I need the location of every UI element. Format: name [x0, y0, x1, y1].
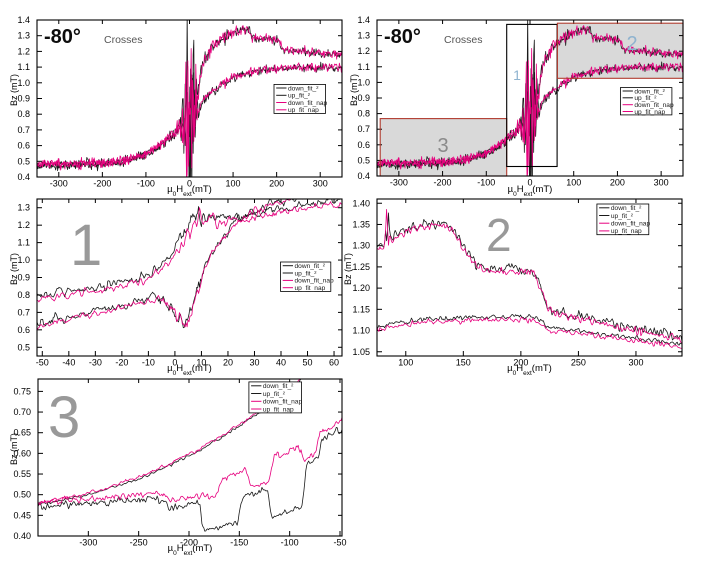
svg-text:0.9: 0.9 [17, 273, 30, 283]
svg-text:1.05: 1.05 [352, 347, 370, 357]
svg-text:0.55: 0.55 [13, 469, 31, 479]
svg-text:down_fit_²: down_fit_² [263, 383, 294, 390]
svg-text:1.4: 1.4 [17, 15, 30, 25]
svg-text:up_fit_nap: up_fit_nap [611, 228, 642, 235]
svg-text:3: 3 [48, 385, 80, 450]
svg-text:1: 1 [70, 213, 102, 278]
svg-text:0.7: 0.7 [357, 124, 370, 134]
svg-text:down_fit_nap: down_fit_nap [263, 399, 303, 406]
svg-text:0.8: 0.8 [17, 290, 30, 300]
svg-text:0.4: 0.4 [357, 171, 370, 181]
svg-text:down_fit_²: down_fit_² [295, 263, 326, 270]
svg-text:1.0: 1.0 [17, 255, 30, 265]
svg-text:0.9: 0.9 [17, 94, 30, 104]
svg-text:0.45: 0.45 [13, 510, 31, 520]
svg-text:down_fit_nap: down_fit_nap [295, 278, 335, 285]
svg-text:1.30: 1.30 [352, 241, 370, 251]
svg-text:up_fit_nap: up_fit_nap [634, 109, 665, 116]
svg-text:1.2: 1.2 [357, 46, 370, 56]
svg-text:down_fit_²: down_fit_² [288, 85, 319, 92]
svg-text:2: 2 [486, 209, 512, 261]
svg-text:0.5: 0.5 [17, 156, 30, 166]
svg-text:1.1: 1.1 [17, 62, 30, 72]
svg-text:Crosses: Crosses [444, 34, 483, 46]
svg-text:up_fit_nap: up_fit_nap [263, 406, 294, 413]
svg-text:1.2: 1.2 [17, 220, 30, 230]
svg-text:up_fit_²: up_fit_² [611, 213, 634, 220]
svg-text:0.5: 0.5 [357, 155, 370, 165]
svg-text:1.1: 1.1 [357, 62, 370, 72]
svg-text:1.25: 1.25 [352, 262, 370, 272]
svg-text:1.0: 1.0 [17, 78, 30, 88]
svg-text:1.40: 1.40 [352, 198, 370, 208]
svg-text:0.50: 0.50 [13, 490, 31, 500]
svg-text:0.8: 0.8 [17, 109, 30, 119]
svg-text:1: 1 [513, 67, 521, 83]
svg-text:up_fit_²: up_fit_² [295, 270, 318, 277]
svg-text:1.20: 1.20 [352, 283, 370, 293]
svg-text:0.75: 0.75 [13, 386, 31, 396]
svg-text:3: 3 [437, 135, 448, 157]
svg-text:Crosses: Crosses [104, 34, 143, 46]
svg-text:1.3: 1.3 [17, 203, 30, 213]
svg-text:1.4: 1.4 [357, 15, 370, 25]
svg-text:down_fit_nap: down_fit_nap [611, 221, 651, 228]
svg-text:0.40: 0.40 [13, 531, 31, 541]
svg-text:1.3: 1.3 [357, 31, 370, 41]
svg-text:0.7: 0.7 [17, 125, 30, 135]
svg-text:down_fit_²: down_fit_² [611, 205, 642, 212]
svg-text:2: 2 [626, 33, 637, 55]
svg-text:-80°: -80° [44, 26, 81, 48]
svg-text:0.7: 0.7 [17, 307, 30, 317]
svg-text:up_fit_nap: up_fit_nap [288, 107, 319, 114]
svg-text:1.0: 1.0 [357, 77, 370, 87]
svg-text:0.6: 0.6 [17, 325, 30, 335]
svg-text:-80°: -80° [384, 26, 421, 48]
svg-text:0.6: 0.6 [17, 141, 30, 151]
svg-text:down_fit_nap: down_fit_nap [288, 100, 328, 107]
svg-text:0.9: 0.9 [357, 93, 370, 103]
svg-text:1.35: 1.35 [352, 219, 370, 229]
svg-text:0.6: 0.6 [357, 140, 370, 150]
svg-text:1.10: 1.10 [352, 326, 370, 336]
svg-text:1.2: 1.2 [17, 46, 30, 56]
svg-text:0.4: 0.4 [17, 172, 30, 182]
svg-text:up_fit_nap: up_fit_nap [295, 285, 326, 292]
svg-text:0.8: 0.8 [357, 109, 370, 119]
svg-text:1.15: 1.15 [352, 304, 370, 314]
svg-text:0.70: 0.70 [13, 407, 31, 417]
svg-text:0.5: 0.5 [17, 342, 30, 352]
svg-text:up_fit_²: up_fit_² [288, 93, 311, 100]
svg-text:1.3: 1.3 [17, 31, 30, 41]
svg-text:1.1: 1.1 [17, 238, 30, 248]
svg-text:up_fit_²: up_fit_² [263, 391, 286, 398]
